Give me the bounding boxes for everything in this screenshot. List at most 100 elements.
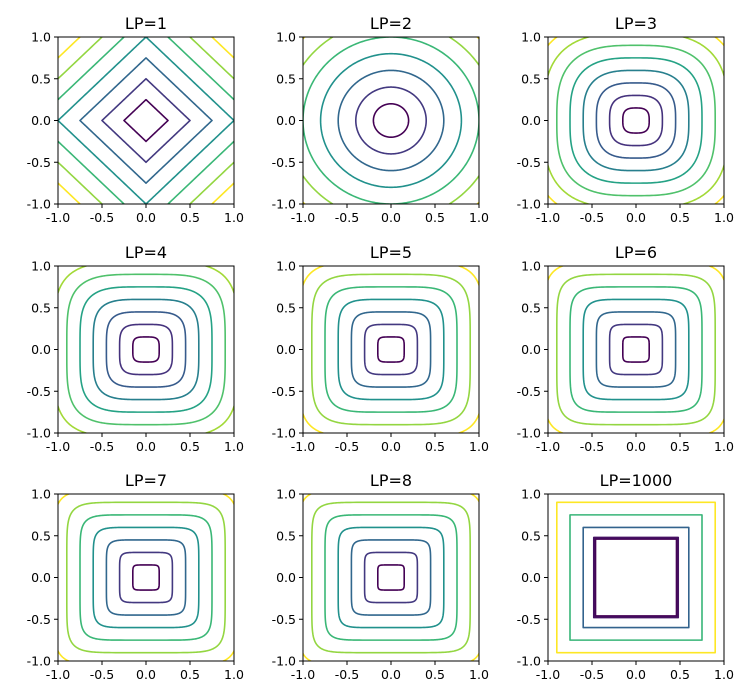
axes-frame xyxy=(547,493,725,662)
y-tick-label: 0.5 xyxy=(276,71,296,86)
y-tick-label: -0.5 xyxy=(272,612,296,627)
x-tick-label: 1.0 xyxy=(224,439,244,454)
x-tick-label: -0.5 xyxy=(580,667,604,682)
contour-group xyxy=(303,266,479,433)
contour-level-1 xyxy=(132,564,160,591)
y-tick-label: 0.0 xyxy=(276,342,296,357)
y-tick-label: -0.5 xyxy=(27,384,51,399)
subplot-title: LP=1 xyxy=(125,14,167,33)
contour-level-4 xyxy=(582,526,690,629)
subplot-title: LP=3 xyxy=(615,14,657,33)
subplot-3: -1.0 -0.5 0.0 0.5 1.0 -1.0 -0.5 0.0 0.5 1.0 LP=3 xyxy=(517,14,734,225)
axes-frame xyxy=(302,493,480,662)
contour-level-2 xyxy=(608,323,664,376)
subplot-title: LP=7 xyxy=(125,471,167,490)
contour-level-7 xyxy=(58,266,234,433)
contour-level-7 xyxy=(58,494,234,661)
y-tick-label: 0.5 xyxy=(31,528,51,543)
x-tick-label: 1.0 xyxy=(469,210,489,225)
contour-level-1 xyxy=(377,564,405,591)
contour-level-8 xyxy=(40,249,251,449)
x-tick-label: 0.5 xyxy=(425,210,445,225)
contour-level-4 xyxy=(92,298,200,401)
contour-level-4 xyxy=(58,37,234,204)
contour-level-1 xyxy=(372,103,410,138)
y-tick-label: 0.5 xyxy=(521,528,541,543)
x-tick-label: -1.0 xyxy=(536,439,560,454)
contour-level-6 xyxy=(311,501,471,654)
x-tick-label: 0.0 xyxy=(136,210,156,225)
y-tick-label: -1.0 xyxy=(27,197,51,212)
contour-level-6 xyxy=(556,273,716,426)
y-tick-label: 0.5 xyxy=(276,300,296,315)
x-tick-label: 0.5 xyxy=(425,439,445,454)
subplot-4: -1.0 -0.5 0.0 0.5 1.0 -1.0 -0.5 0.0 0.5 1.0 LP=4 xyxy=(27,243,251,454)
contour-level-2 xyxy=(363,551,419,604)
y-tick-label: 1.0 xyxy=(521,30,541,45)
y-tick-label: 0.5 xyxy=(276,528,296,543)
contour-level-6 xyxy=(303,37,479,204)
contour-level-4 xyxy=(582,69,690,172)
x-tick-label: -1.0 xyxy=(536,210,560,225)
contour-level-3 xyxy=(592,536,680,619)
contour-level-4 xyxy=(337,298,445,401)
axes-frame xyxy=(57,36,235,205)
y-tick-label: 0.0 xyxy=(276,570,296,585)
y-tick-label: 1.0 xyxy=(276,259,296,274)
x-tick-label: -1.0 xyxy=(46,439,70,454)
x-tick-label: 0.5 xyxy=(670,667,690,682)
contour-level-3 xyxy=(595,311,677,388)
contour-level-2 xyxy=(118,323,174,376)
contour-level-6 xyxy=(66,273,226,426)
x-tick-label: 1.0 xyxy=(224,667,244,682)
x-tick-label: 1.0 xyxy=(469,439,489,454)
contour-level-4 xyxy=(337,526,445,629)
x-tick-label: 0.5 xyxy=(180,210,200,225)
y-tick-label: 0.0 xyxy=(521,570,541,585)
contour-level-5 xyxy=(303,37,479,204)
contour-level-7 xyxy=(548,37,724,204)
y-tick-label: 0.5 xyxy=(31,71,51,86)
x-tick-label: 0.0 xyxy=(381,210,401,225)
subplot-2: -1.0 -0.5 0.0 0.5 1.0 -1.0 -0.5 0.0 0.5 1.0 LP=2 xyxy=(272,14,489,225)
subplot-title: LP=8 xyxy=(370,471,412,490)
axes-frame xyxy=(547,36,725,205)
contour-level-3 xyxy=(79,57,213,184)
x-tick-label: 0.5 xyxy=(670,439,690,454)
x-tick-label: -0.5 xyxy=(335,439,359,454)
y-tick-label: 0.5 xyxy=(31,300,51,315)
x-tick-label: 1.0 xyxy=(469,667,489,682)
axes-frame xyxy=(57,265,235,434)
contour-level-4 xyxy=(92,526,200,629)
contour-group xyxy=(303,494,479,661)
subplot-title: LP=1000 xyxy=(600,471,673,490)
contour-level-1 xyxy=(377,336,405,363)
y-tick-label: 0.0 xyxy=(521,113,541,128)
contour-level-6 xyxy=(311,273,471,426)
contour-level-2 xyxy=(101,77,191,164)
contour-group xyxy=(548,37,724,204)
contour-level-4 xyxy=(319,52,463,189)
x-tick-label: -1.0 xyxy=(536,667,560,682)
y-tick-label: -0.5 xyxy=(517,384,541,399)
x-tick-label: 0.0 xyxy=(381,667,401,682)
y-tick-label: -0.5 xyxy=(517,155,541,170)
contour-level-3 xyxy=(105,311,187,388)
axes-frame xyxy=(302,36,480,205)
y-tick-label: 0.5 xyxy=(521,300,541,315)
contour-level-1 xyxy=(622,107,650,134)
x-tick-label: -0.5 xyxy=(90,667,114,682)
contour-group xyxy=(58,494,234,661)
y-tick-label: 1.0 xyxy=(31,30,51,45)
subplot-7: -1.0 -0.5 0.0 0.5 1.0 -1.0 -0.5 0.0 0.5 1.0 LP=7 xyxy=(27,471,244,682)
contour-level-7 xyxy=(303,494,479,661)
contour-level-5 xyxy=(569,57,703,184)
contour-level-6 xyxy=(556,44,716,197)
x-tick-label: -0.5 xyxy=(90,210,114,225)
y-tick-label: -1.0 xyxy=(517,197,541,212)
contour-group xyxy=(303,37,479,204)
contour-group xyxy=(40,249,251,449)
subplot-title: LP=4 xyxy=(125,243,167,262)
contour-level-5 xyxy=(79,286,213,413)
contour-level-2 xyxy=(608,94,664,147)
